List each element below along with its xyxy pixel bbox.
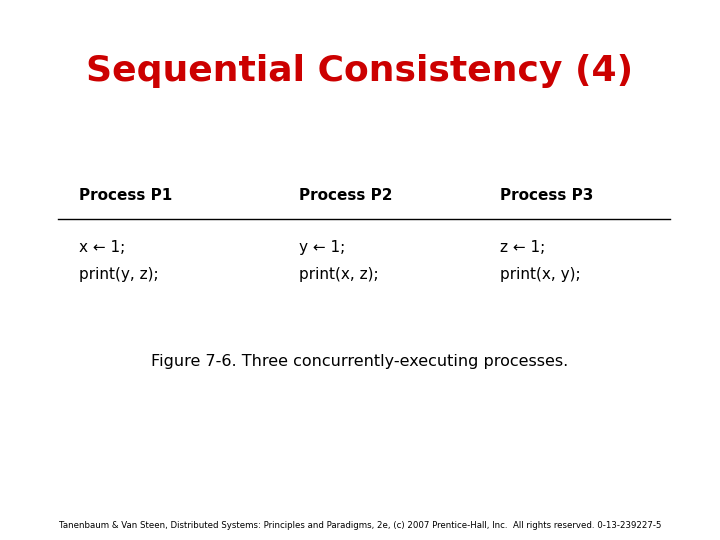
Text: Tanenbaum & Van Steen, Distributed Systems: Principles and Paradigms, 2e, (c) 20: Tanenbaum & Van Steen, Distributed Syste…	[59, 521, 661, 530]
Text: Process P3: Process P3	[500, 187, 594, 202]
Text: z ← 1;: z ← 1;	[500, 240, 546, 255]
Text: x ← 1;: x ← 1;	[79, 240, 125, 255]
Text: Process P1: Process P1	[79, 187, 173, 202]
Text: print(y, z);: print(y, z);	[79, 267, 159, 282]
Text: print(x, z);: print(x, z);	[299, 267, 379, 282]
Text: y ← 1;: y ← 1;	[299, 240, 345, 255]
Text: print(x, y);: print(x, y);	[500, 267, 581, 282]
Text: Sequential Consistency (4): Sequential Consistency (4)	[86, 54, 634, 88]
Text: Figure 7-6. Three concurrently-executing processes.: Figure 7-6. Three concurrently-executing…	[151, 354, 569, 369]
Text: Process P2: Process P2	[299, 187, 392, 202]
